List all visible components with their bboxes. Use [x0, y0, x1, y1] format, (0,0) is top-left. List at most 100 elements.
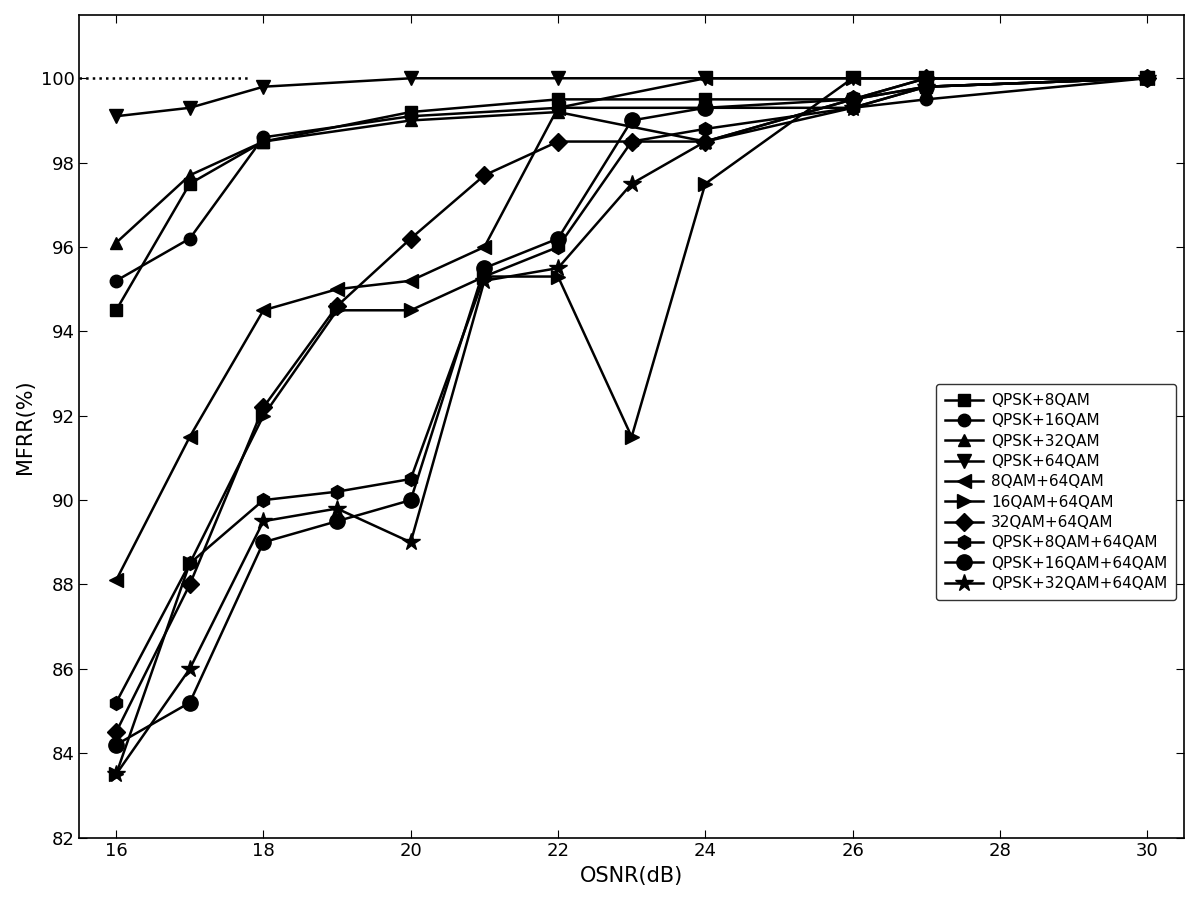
Line: QPSK+8QAM+64QAM: QPSK+8QAM+64QAM	[109, 71, 1155, 710]
QPSK+32QAM	[920, 73, 934, 84]
Line: QPSK+32QAM: QPSK+32QAM	[110, 72, 1153, 249]
QPSK+32QAM	[1140, 73, 1155, 84]
QPSK+32QAM+64QAM	[257, 515, 271, 526]
Line: QPSK+16QAM+64QAM: QPSK+16QAM+64QAM	[108, 70, 1155, 752]
QPSK+16QAM	[182, 233, 197, 244]
16QAM+64QAM	[109, 769, 123, 779]
QPSK+32QAM+64QAM	[330, 503, 344, 514]
8QAM+64QAM	[920, 73, 934, 84]
QPSK+8QAM	[920, 81, 934, 92]
Legend: QPSK+8QAM, QPSK+16QAM, QPSK+32QAM, QPSK+64QAM, 8QAM+64QAM, 16QAM+64QAM, 32QAM+64: QPSK+8QAM, QPSK+16QAM, QPSK+32QAM, QPSK+…	[936, 384, 1176, 600]
8QAM+64QAM	[330, 284, 344, 295]
Line: QPSK+64QAM: QPSK+64QAM	[109, 71, 1155, 123]
QPSK+32QAM+64QAM	[109, 769, 123, 779]
16QAM+64QAM	[330, 305, 344, 315]
QPSK+8QAM	[550, 94, 565, 105]
QPSK+16QAM+64QAM	[182, 697, 197, 708]
QPSK+8QAM+64QAM	[477, 271, 492, 282]
QPSK+8QAM+64QAM	[109, 697, 123, 708]
QPSK+16QAM	[920, 94, 934, 105]
16QAM+64QAM	[1140, 73, 1155, 84]
QPSK+16QAM+64QAM	[920, 81, 934, 92]
QPSK+16QAM+64QAM	[109, 740, 123, 751]
QPSK+16QAM	[550, 103, 565, 114]
32QAM+64QAM	[330, 301, 344, 312]
QPSK+32QAM+64QAM	[845, 103, 860, 114]
QPSK+64QAM	[109, 111, 123, 122]
QPSK+16QAM	[1140, 73, 1155, 84]
8QAM+64QAM	[845, 73, 860, 84]
16QAM+64QAM	[845, 73, 860, 84]
QPSK+16QAM+64QAM	[330, 515, 344, 526]
QPSK+16QAM	[257, 132, 271, 142]
QPSK+16QAM+64QAM	[845, 94, 860, 105]
32QAM+64QAM	[477, 170, 492, 181]
QPSK+8QAM	[109, 305, 123, 315]
QPSK+8QAM	[1140, 73, 1155, 84]
Line: 16QAM+64QAM: 16QAM+64QAM	[109, 71, 1155, 781]
QPSK+32QAM+64QAM	[625, 178, 639, 189]
32QAM+64QAM	[109, 727, 123, 738]
QPSK+32QAM+64QAM	[550, 263, 565, 274]
QPSK+16QAM+64QAM	[404, 495, 418, 505]
QPSK+16QAM	[109, 276, 123, 287]
QPSK+8QAM	[257, 136, 271, 147]
32QAM+64QAM	[550, 136, 565, 147]
32QAM+64QAM	[257, 402, 271, 413]
QPSK+8QAM+64QAM	[1140, 73, 1155, 84]
QPSK+32QAM	[404, 115, 418, 126]
16QAM+64QAM	[404, 305, 418, 315]
QPSK+32QAM	[550, 106, 565, 117]
QPSK+32QAM	[182, 170, 197, 181]
QPSK+8QAM	[698, 94, 712, 105]
QPSK+16QAM+64QAM	[257, 537, 271, 548]
QPSK+8QAM+64QAM	[404, 474, 418, 485]
QPSK+16QAM	[404, 111, 418, 122]
QPSK+64QAM	[550, 73, 565, 84]
Line: 8QAM+64QAM: 8QAM+64QAM	[109, 71, 1155, 587]
QPSK+64QAM	[182, 103, 197, 114]
16QAM+64QAM	[920, 73, 934, 84]
16QAM+64QAM	[698, 178, 712, 189]
QPSK+32QAM	[109, 237, 123, 248]
8QAM+64QAM	[1140, 73, 1155, 84]
16QAM+64QAM	[550, 271, 565, 282]
QPSK+8QAM	[845, 94, 860, 105]
8QAM+64QAM	[109, 575, 123, 586]
QPSK+8QAM+64QAM	[920, 81, 934, 92]
QPSK+64QAM	[698, 73, 712, 84]
32QAM+64QAM	[920, 73, 934, 84]
QPSK+64QAM	[257, 81, 271, 92]
8QAM+64QAM	[257, 305, 271, 315]
32QAM+64QAM	[1140, 73, 1155, 84]
16QAM+64QAM	[182, 558, 197, 569]
32QAM+64QAM	[404, 233, 418, 244]
32QAM+64QAM	[698, 136, 712, 147]
QPSK+16QAM+64QAM	[1140, 73, 1155, 84]
QPSK+8QAM+64QAM	[698, 123, 712, 134]
8QAM+64QAM	[550, 103, 565, 114]
Line: QPSK+16QAM: QPSK+16QAM	[110, 72, 1153, 287]
QPSK+32QAM	[257, 136, 271, 147]
QPSK+64QAM	[404, 73, 418, 84]
QPSK+32QAM+64QAM	[477, 276, 492, 287]
QPSK+32QAM	[845, 94, 860, 105]
QPSK+32QAM+64QAM	[404, 537, 418, 548]
QPSK+8QAM+64QAM	[845, 103, 860, 114]
QPSK+32QAM+64QAM	[920, 81, 934, 92]
QPSK+8QAM+64QAM	[330, 487, 344, 497]
QPSK+16QAM	[698, 103, 712, 114]
QPSK+64QAM	[1140, 73, 1155, 84]
16QAM+64QAM	[257, 410, 271, 421]
QPSK+16QAM+64QAM	[625, 115, 639, 126]
QPSK+8QAM	[182, 178, 197, 189]
QPSK+32QAM+64QAM	[1140, 73, 1155, 84]
QPSK+16QAM+64QAM	[477, 263, 492, 274]
16QAM+64QAM	[477, 271, 492, 282]
Line: QPSK+8QAM: QPSK+8QAM	[110, 72, 1153, 316]
Line: 32QAM+64QAM: 32QAM+64QAM	[110, 72, 1153, 739]
8QAM+64QAM	[477, 241, 492, 252]
QPSK+32QAM+64QAM	[698, 136, 712, 147]
QPSK+8QAM+64QAM	[625, 136, 639, 147]
16QAM+64QAM	[625, 432, 639, 442]
